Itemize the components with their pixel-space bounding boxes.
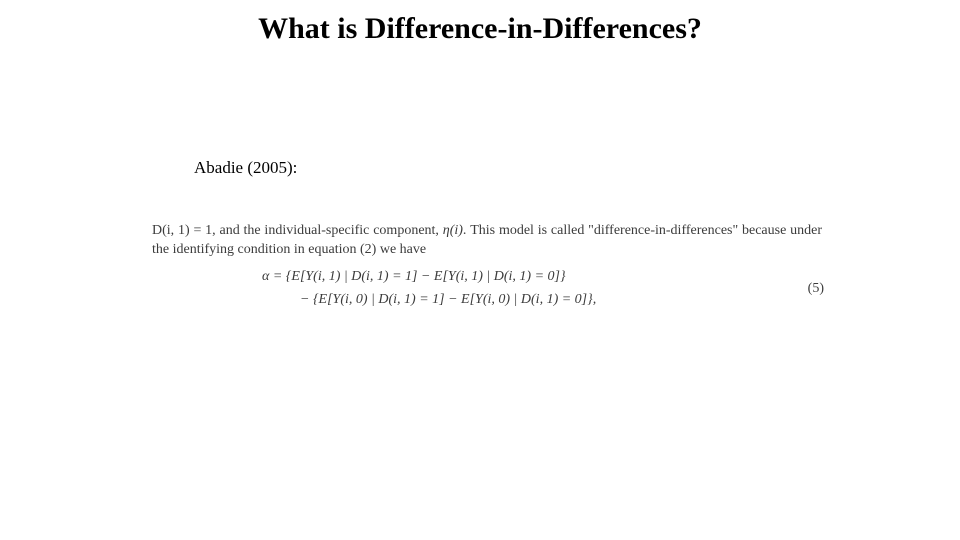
equation-line-1: α = {E[Y(i, 1) | D(i, 1) = 1] − E[Y(i, 1… xyxy=(262,268,822,287)
excerpt-paragraph: D(i, 1) = 1, and the individual-specific… xyxy=(152,222,822,260)
equation-line-2: − {E[Y(i, 0) | D(i, 1) = 1] − E[Y(i, 0) … xyxy=(300,291,822,310)
citation: Abadie (2005): xyxy=(194,158,297,178)
equation-number: (5) xyxy=(808,280,824,299)
slide-title: What is Difference-in-Differences? xyxy=(0,12,960,46)
paper-excerpt: D(i, 1) = 1, and the individual-specific… xyxy=(152,222,822,310)
excerpt-eta: η(i) xyxy=(443,223,463,238)
slide: What is Difference-in-Differences? Abadi… xyxy=(0,0,960,540)
excerpt-text-part-1: D(i, 1) = 1, and the individual-specific… xyxy=(152,223,443,238)
equation-block: α = {E[Y(i, 1) | D(i, 1) = 1] − E[Y(i, 1… xyxy=(152,268,822,310)
